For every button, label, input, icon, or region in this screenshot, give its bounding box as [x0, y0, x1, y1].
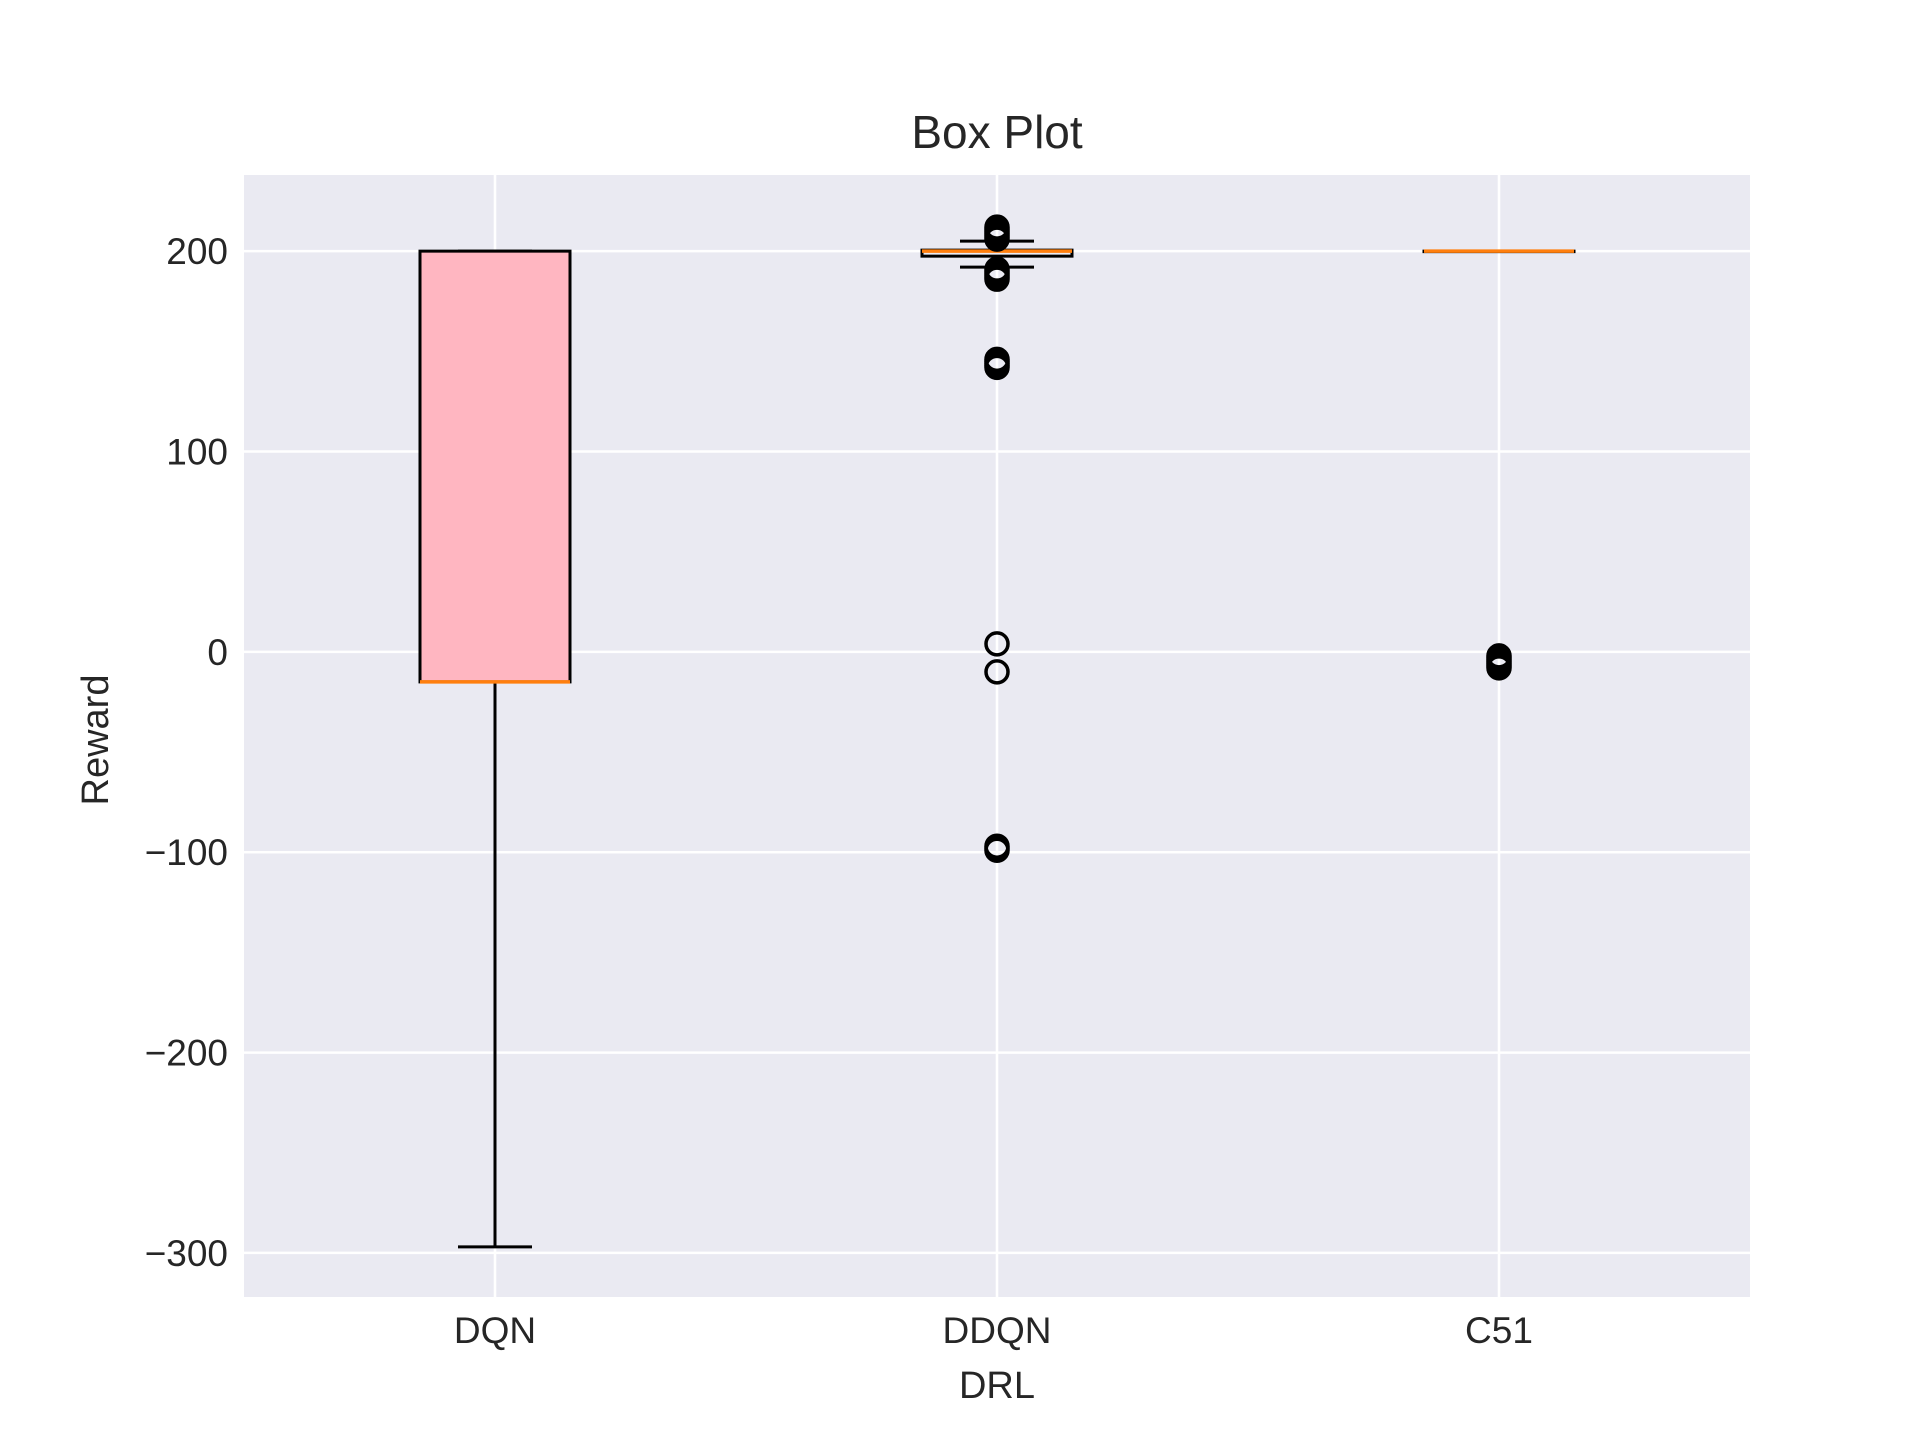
box-c51 [1422, 249, 1576, 681]
x-axis-label: DRL [959, 1365, 1035, 1407]
y-tick-label: −100 [145, 832, 228, 873]
outlier-point [984, 266, 1010, 292]
y-tick-label: 0 [207, 632, 228, 673]
outlier-point [984, 659, 1010, 685]
x-tick-label: DDQN [943, 1310, 1052, 1351]
box-ddqn [920, 214, 1074, 863]
outlier-point [984, 837, 1010, 863]
y-tick-label: −300 [145, 1233, 228, 1274]
y-tick-label: 200 [166, 231, 228, 272]
outlier-point [984, 631, 1010, 657]
outlier-point [984, 354, 1010, 381]
y-tick-label: −200 [145, 1033, 228, 1074]
outlier-point [984, 226, 1010, 252]
tick-labels: −300 −200 −100 0 100 200 DQN DDQN C51 [145, 231, 1533, 1351]
outlier-point [1486, 655, 1512, 681]
y-axis-label: Reward [75, 675, 117, 806]
y-tick-label: 100 [166, 431, 228, 472]
iqr-box [418, 249, 572, 684]
boxes [418, 214, 1576, 1249]
x-tick-label: C51 [1465, 1310, 1533, 1351]
x-tick-label: DQN [454, 1310, 536, 1351]
box-dqn [418, 249, 572, 1249]
chart-title: Box Plot [911, 106, 1083, 158]
